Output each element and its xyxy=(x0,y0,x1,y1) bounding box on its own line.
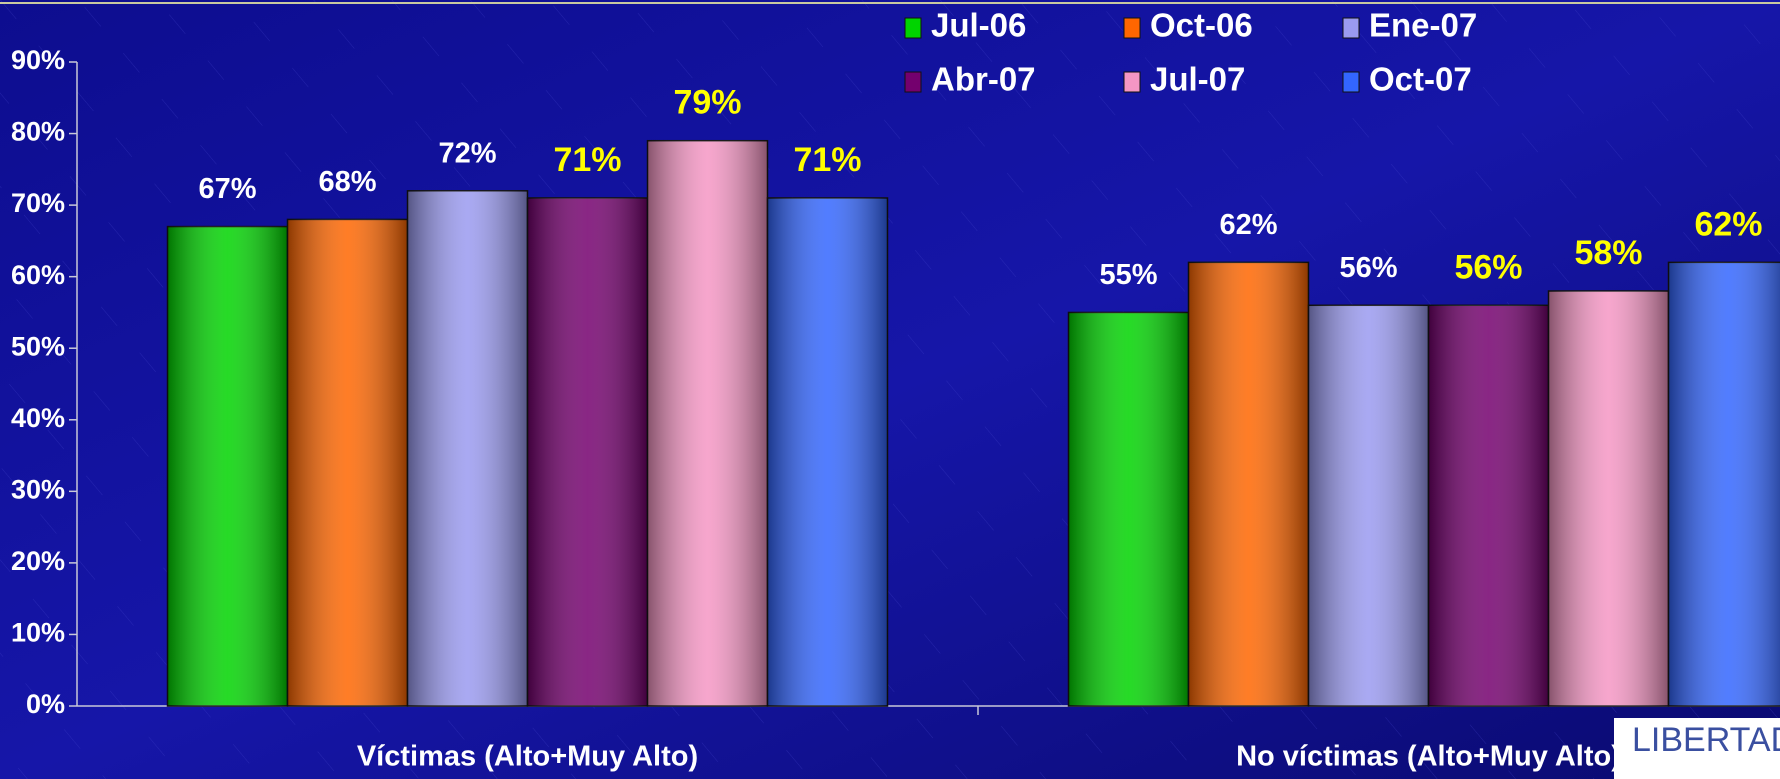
bar-shading xyxy=(1548,290,1669,706)
value-label: 71% xyxy=(793,141,861,179)
y-tick-label: 30% xyxy=(11,474,65,504)
legend-swatch xyxy=(904,17,922,39)
y-tick-label: 70% xyxy=(11,188,65,218)
bar-shading xyxy=(1188,262,1309,706)
legend-label: Jul-06 xyxy=(931,7,1026,44)
bar-shading xyxy=(407,190,528,707)
bar-shading xyxy=(1668,262,1780,706)
value-label: 68% xyxy=(318,166,376,198)
value-label: 56% xyxy=(1339,252,1397,284)
legend-swatch xyxy=(1123,71,1141,93)
legend-swatch xyxy=(1123,17,1141,39)
value-label: 62% xyxy=(1694,205,1762,243)
y-tick-label: 10% xyxy=(11,618,65,648)
legend-label: Oct-06 xyxy=(1150,7,1253,44)
value-label: 79% xyxy=(673,84,741,122)
value-label: 71% xyxy=(553,141,621,179)
logo-box xyxy=(1614,718,1780,779)
legend-label: Oct-07 xyxy=(1369,61,1472,98)
legend-label: Jul-07 xyxy=(1150,61,1245,98)
value-label: 55% xyxy=(1099,259,1157,291)
y-tick-label: 60% xyxy=(11,260,65,290)
bar-shading xyxy=(167,226,288,707)
bar-shading xyxy=(647,140,768,706)
value-label: 62% xyxy=(1219,209,1277,241)
x-tick-label: No víctimas (Alto+Muy Alto) xyxy=(1236,741,1621,773)
value-label: 67% xyxy=(198,173,256,205)
bar-shading xyxy=(767,197,888,706)
y-tick-label: 80% xyxy=(11,117,65,147)
y-tick-label: 50% xyxy=(11,331,65,361)
value-label: 72% xyxy=(438,137,496,169)
bar-shading xyxy=(1308,305,1429,706)
bar-shading xyxy=(527,197,648,706)
y-tick-label: 90% xyxy=(11,45,65,75)
legend-label: Ene-07 xyxy=(1369,7,1477,44)
y-tick-label: 20% xyxy=(11,546,65,576)
legend-label: Abr-07 xyxy=(931,61,1036,98)
bar-shading xyxy=(1428,305,1549,706)
bar-shading xyxy=(287,219,408,706)
legend-swatch xyxy=(904,71,922,93)
logo: LIBERTAD xyxy=(1632,721,1780,759)
value-label: 56% xyxy=(1454,248,1522,286)
y-tick-label: 0% xyxy=(26,689,65,719)
y-tick-label: 40% xyxy=(11,403,65,433)
legend-swatch xyxy=(1342,17,1360,39)
bar-shading xyxy=(1068,312,1189,706)
x-tick-label: Víctimas (Alto+Muy Alto) xyxy=(357,741,698,773)
legend-swatch xyxy=(1342,71,1360,93)
value-label: 58% xyxy=(1574,234,1642,272)
